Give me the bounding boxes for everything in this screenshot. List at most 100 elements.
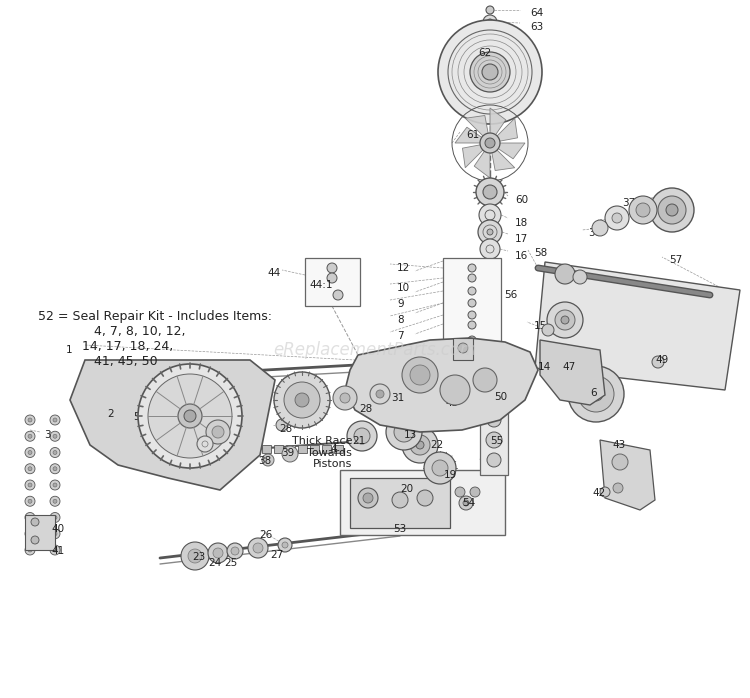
Text: 40: 40 bbox=[51, 524, 64, 534]
Circle shape bbox=[455, 487, 465, 497]
Circle shape bbox=[276, 419, 288, 431]
Bar bbox=[305, 258, 360, 306]
Circle shape bbox=[473, 368, 497, 392]
Text: 58: 58 bbox=[534, 248, 548, 258]
Circle shape bbox=[212, 426, 224, 438]
Text: 33: 33 bbox=[185, 390, 198, 400]
Polygon shape bbox=[345, 338, 538, 432]
Circle shape bbox=[363, 493, 373, 503]
Circle shape bbox=[479, 204, 501, 226]
Circle shape bbox=[487, 413, 501, 427]
Bar bbox=[350, 478, 450, 528]
Circle shape bbox=[31, 536, 39, 544]
Text: 9: 9 bbox=[397, 299, 404, 309]
Circle shape bbox=[547, 302, 583, 338]
Circle shape bbox=[652, 356, 664, 368]
Text: 63: 63 bbox=[530, 22, 543, 32]
Circle shape bbox=[28, 450, 32, 454]
Circle shape bbox=[483, 185, 497, 199]
Circle shape bbox=[25, 447, 35, 457]
Circle shape bbox=[468, 264, 476, 272]
Text: 50: 50 bbox=[494, 392, 507, 402]
Text: 28: 28 bbox=[279, 424, 292, 434]
Text: 23: 23 bbox=[192, 552, 206, 562]
Text: 60: 60 bbox=[515, 195, 528, 205]
Circle shape bbox=[392, 492, 408, 508]
Text: Thick Race
Towards
Pistons: Thick Race Towards Pistons bbox=[292, 436, 352, 469]
Circle shape bbox=[470, 487, 480, 497]
Text: 1: 1 bbox=[66, 345, 73, 355]
Circle shape bbox=[148, 374, 232, 458]
Circle shape bbox=[227, 543, 243, 559]
Polygon shape bbox=[490, 143, 525, 159]
Circle shape bbox=[50, 496, 60, 506]
Circle shape bbox=[424, 452, 456, 484]
Circle shape bbox=[333, 386, 357, 410]
Text: 39: 39 bbox=[281, 448, 294, 458]
Circle shape bbox=[50, 447, 60, 457]
Circle shape bbox=[402, 357, 438, 393]
Circle shape bbox=[480, 239, 500, 259]
Circle shape bbox=[50, 463, 60, 474]
Text: 16: 16 bbox=[515, 251, 528, 261]
Circle shape bbox=[50, 512, 60, 523]
Circle shape bbox=[486, 6, 494, 14]
Bar bbox=[262, 445, 271, 453]
Circle shape bbox=[636, 203, 650, 217]
Text: 15: 15 bbox=[534, 321, 548, 331]
Text: 51: 51 bbox=[605, 218, 618, 228]
Bar bbox=[443, 258, 501, 363]
Circle shape bbox=[478, 220, 502, 244]
Circle shape bbox=[248, 538, 268, 558]
Circle shape bbox=[181, 542, 209, 570]
Circle shape bbox=[432, 460, 448, 476]
Bar bbox=[298, 445, 307, 453]
Circle shape bbox=[295, 393, 309, 407]
Circle shape bbox=[178, 404, 202, 428]
Circle shape bbox=[25, 415, 35, 425]
Circle shape bbox=[468, 299, 476, 307]
Circle shape bbox=[50, 529, 60, 539]
Circle shape bbox=[333, 290, 343, 300]
Text: 8: 8 bbox=[397, 315, 404, 325]
Circle shape bbox=[458, 343, 468, 353]
Polygon shape bbox=[474, 143, 490, 178]
Circle shape bbox=[468, 336, 476, 344]
Polygon shape bbox=[455, 127, 490, 143]
Circle shape bbox=[50, 545, 60, 555]
Circle shape bbox=[131, 413, 135, 417]
Text: 19: 19 bbox=[444, 470, 458, 480]
Circle shape bbox=[589, 387, 603, 401]
Circle shape bbox=[468, 311, 476, 319]
Polygon shape bbox=[490, 108, 506, 143]
Circle shape bbox=[327, 263, 337, 273]
Circle shape bbox=[161, 413, 165, 417]
Circle shape bbox=[482, 64, 498, 80]
Text: 20: 20 bbox=[400, 484, 413, 494]
Circle shape bbox=[487, 453, 501, 467]
Circle shape bbox=[197, 436, 213, 452]
Text: 7: 7 bbox=[397, 331, 404, 341]
Circle shape bbox=[28, 516, 32, 519]
Text: 64: 64 bbox=[530, 8, 543, 18]
Polygon shape bbox=[490, 118, 518, 143]
Circle shape bbox=[486, 432, 502, 448]
Circle shape bbox=[278, 538, 292, 552]
Text: 3: 3 bbox=[44, 430, 51, 440]
Circle shape bbox=[327, 273, 337, 283]
Circle shape bbox=[487, 229, 493, 235]
Text: 25: 25 bbox=[224, 558, 237, 568]
Text: 12: 12 bbox=[397, 263, 410, 273]
Text: 17: 17 bbox=[515, 234, 528, 244]
Text: 22: 22 bbox=[430, 440, 443, 450]
Text: 5: 5 bbox=[133, 412, 140, 422]
Text: 48: 48 bbox=[564, 315, 578, 325]
Circle shape bbox=[483, 15, 497, 29]
Circle shape bbox=[28, 418, 32, 422]
Text: 55: 55 bbox=[490, 436, 503, 446]
Circle shape bbox=[468, 274, 476, 282]
Text: 18: 18 bbox=[515, 218, 528, 228]
Text: 47: 47 bbox=[562, 362, 575, 372]
Circle shape bbox=[53, 434, 57, 438]
Circle shape bbox=[468, 287, 476, 295]
